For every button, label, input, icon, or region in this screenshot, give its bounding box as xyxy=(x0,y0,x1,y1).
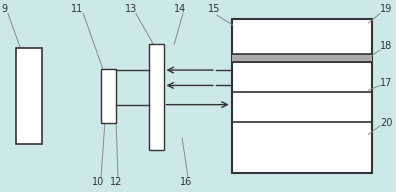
Text: 17: 17 xyxy=(380,78,392,88)
Text: 9: 9 xyxy=(1,4,7,14)
Text: 19: 19 xyxy=(380,4,392,14)
Bar xyxy=(16,48,42,144)
Text: 16: 16 xyxy=(180,177,192,187)
Text: 15: 15 xyxy=(208,4,220,14)
Text: 18: 18 xyxy=(380,41,392,51)
Text: 11: 11 xyxy=(71,4,83,14)
Bar xyxy=(101,69,116,123)
Text: 14: 14 xyxy=(174,4,186,14)
Text: 13: 13 xyxy=(125,4,137,14)
Bar xyxy=(232,19,372,173)
Bar xyxy=(232,54,372,62)
Text: 10: 10 xyxy=(92,177,104,187)
Text: 12: 12 xyxy=(110,177,122,187)
Text: 20: 20 xyxy=(380,118,392,128)
Bar xyxy=(148,44,164,150)
